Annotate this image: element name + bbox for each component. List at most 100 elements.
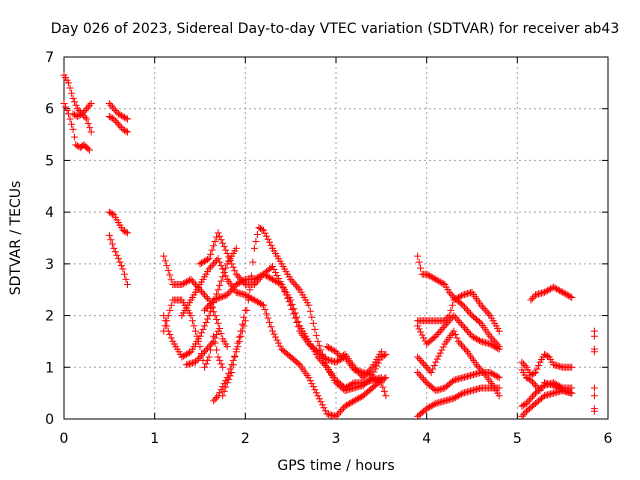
data-point <box>198 287 206 295</box>
data-point <box>272 268 280 276</box>
data-point <box>492 372 500 380</box>
data-point <box>62 103 70 111</box>
data-point <box>234 272 242 280</box>
data-point <box>309 383 317 391</box>
data-point <box>376 378 384 386</box>
data-point <box>359 374 367 382</box>
data-point <box>279 284 287 292</box>
y-tick-label-1: 1 <box>45 360 54 376</box>
data-point <box>432 358 440 366</box>
data-point <box>492 343 500 351</box>
data-point <box>161 322 169 330</box>
data-point <box>433 355 441 363</box>
data-point <box>518 358 526 366</box>
data-point <box>114 255 122 263</box>
data-point <box>231 267 239 275</box>
y-axis-ticks: 0 1 2 3 4 5 6 7 <box>45 50 608 428</box>
data-point <box>436 349 444 357</box>
data-point <box>287 301 295 309</box>
data-point <box>270 276 278 284</box>
data-point <box>202 360 210 368</box>
data-point <box>288 277 296 285</box>
data-point <box>161 257 169 265</box>
data-point <box>433 331 441 339</box>
data-point <box>214 286 222 294</box>
data-point <box>414 353 422 361</box>
data-point <box>276 278 284 286</box>
data-point <box>241 291 249 299</box>
data-point <box>205 343 213 351</box>
data-point <box>235 279 243 287</box>
data-point <box>550 283 558 291</box>
data-point <box>350 363 358 371</box>
data-point <box>65 79 73 87</box>
data-point <box>334 349 342 357</box>
series-s11 <box>182 327 222 369</box>
data-point <box>238 320 246 328</box>
data-point <box>226 256 234 264</box>
y-tick-label-4: 4 <box>45 205 54 221</box>
data-point <box>441 322 449 330</box>
data-point <box>258 300 266 308</box>
data-point <box>329 346 337 354</box>
data-point <box>217 277 225 285</box>
data-point <box>518 402 526 410</box>
x-tick-label-3: 3 <box>332 431 341 447</box>
data-point <box>435 277 443 285</box>
data-point <box>447 315 455 323</box>
data-point <box>60 100 68 108</box>
data-point <box>219 265 227 273</box>
data-point <box>182 350 190 358</box>
data-point <box>235 333 243 341</box>
data-point <box>473 361 481 369</box>
data-point <box>243 292 251 300</box>
data-point <box>116 122 124 130</box>
data-point <box>435 352 443 360</box>
x-tick-label-1: 1 <box>150 431 159 447</box>
data-point <box>430 275 438 283</box>
data-point <box>266 318 274 326</box>
data-point <box>220 387 228 395</box>
data-point <box>364 368 372 376</box>
data-point <box>222 272 230 280</box>
data-point <box>519 360 527 368</box>
data-point <box>167 276 175 284</box>
data-point <box>249 258 257 266</box>
data-point <box>321 407 329 415</box>
data-point <box>108 210 116 218</box>
data-point <box>85 146 93 154</box>
data-point <box>86 124 94 132</box>
data-point <box>290 310 298 318</box>
data-point <box>226 365 234 373</box>
data-point <box>568 389 576 397</box>
data-point <box>117 262 125 270</box>
data-point <box>489 370 497 378</box>
data-point <box>119 226 127 234</box>
data-point <box>261 229 269 237</box>
data-point <box>337 353 345 361</box>
data-point <box>312 389 320 397</box>
data-point <box>250 296 258 304</box>
data-point <box>491 343 499 351</box>
data-point <box>237 278 245 286</box>
data-point <box>188 317 196 325</box>
data-point <box>590 332 598 340</box>
data-point <box>430 362 438 370</box>
data-point <box>489 336 497 344</box>
data-point <box>343 401 351 409</box>
data-point <box>232 244 240 252</box>
data-point <box>530 369 538 377</box>
data-point <box>247 294 255 302</box>
data-point <box>352 396 360 404</box>
data-point <box>201 363 209 371</box>
data-point <box>350 397 358 405</box>
data-point <box>373 362 381 370</box>
data-point <box>314 337 322 345</box>
data-point <box>554 381 562 389</box>
data-point <box>228 260 236 268</box>
data-point <box>201 291 209 299</box>
data-point <box>237 327 245 335</box>
data-point <box>240 313 248 321</box>
data-point <box>527 376 535 384</box>
data-point <box>122 275 130 283</box>
